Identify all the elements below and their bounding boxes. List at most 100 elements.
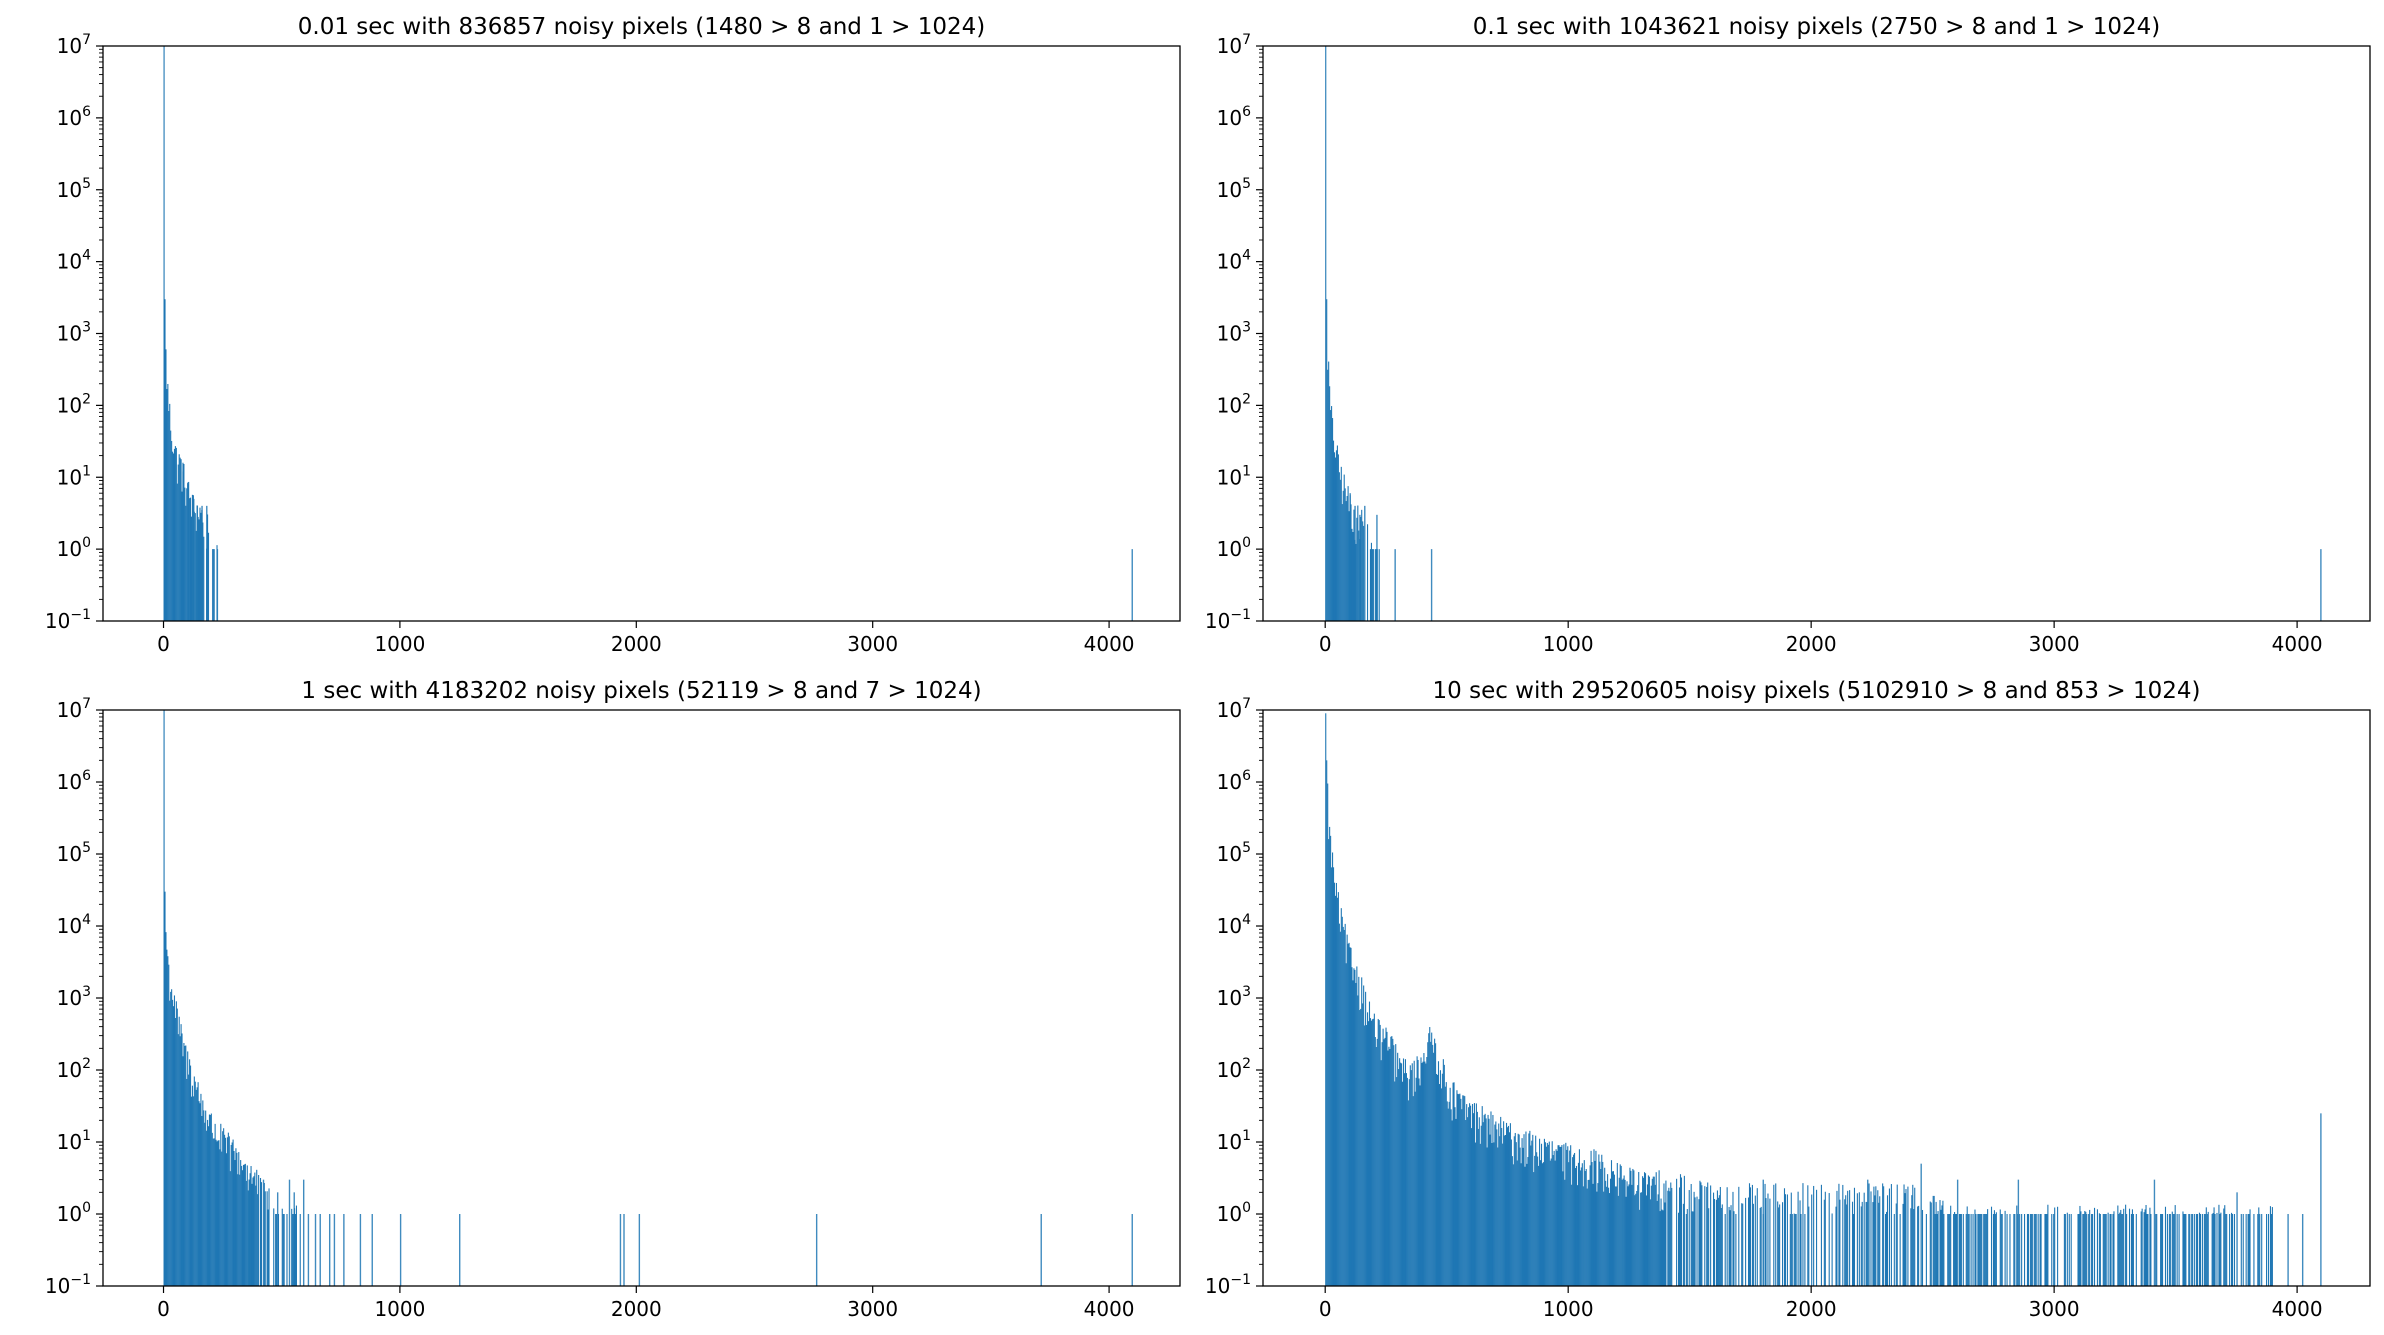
histogram-bar [1990,1206,1993,1286]
histogram-bar [1867,1179,1869,1286]
histogram-bar [1403,1073,1406,1286]
histogram-bar [2144,1209,2146,1286]
histogram-bar [1491,1142,1493,1286]
histogram-bar [1861,1201,1863,1286]
histogram-bar [1348,942,1350,1286]
histogram-bar [2096,1209,2098,1286]
histogram-bar [1885,1214,1887,1286]
histogram-bar [1688,1190,1690,1286]
histogram-bar [1747,1197,1750,1286]
histogram-bar [2088,1214,2090,1286]
histogram-bar [1947,1214,1949,1286]
histogram-bar [1877,1190,1879,1286]
histogram-bar [182,1056,184,1286]
histogram-bar [1409,1065,1411,1286]
histogram-bar [1332,852,1334,1286]
y-tick-label: 10−1 [45,1272,91,1298]
histogram-bar [256,1169,258,1286]
histogram-bar [1668,1187,1670,1286]
histogram-bar [1839,1199,1841,1286]
histogram-bar [1455,1118,1457,1286]
histogram-bar [188,1074,190,1286]
histogram-bar [186,488,188,621]
histogram-bar [1522,1147,1524,1286]
histogram-bar [1442,1059,1444,1286]
histogram-bar [2084,1210,2086,1286]
histogram-bar [1580,1167,1582,1286]
histogram-bar [1361,509,1363,621]
histogram-bar [1369,1018,1372,1286]
histogram-bar [2091,1214,2093,1286]
histogram-bar [1918,1205,1920,1286]
histogram-bar [1838,1183,1840,1286]
histogram-bar [258,1174,260,1286]
histogram-bar [2204,1214,2206,1286]
histogram-bar [1367,1021,1370,1286]
histogram-bar [2269,1206,2271,1286]
histogram-bar [172,999,174,1286]
x-tick-label: 4000 [2272,1297,2323,1321]
histogram-bar [2271,1207,2273,1286]
histogram-bar [2226,1214,2228,1286]
histogram-bar [1828,1193,1830,1286]
histogram-bar [1999,1209,2001,1286]
histogram-bar [1330,410,1332,621]
histogram-bar [1546,1142,1548,1286]
histogram-bar [187,1051,189,1286]
histogram-bar [211,1132,213,1286]
histogram-bars [1325,713,2322,1286]
x-tick-label: 3000 [2029,1297,2080,1321]
histogram-bar [1381,1042,1383,1286]
histogram-bar [1811,1194,1813,1286]
histogram-bar [1369,549,1372,622]
histogram-bar [1422,1061,1424,1286]
histogram-bar [1437,1061,1440,1286]
histogram-bar [1370,1020,1372,1286]
histogram-bar [1566,1149,1568,1286]
histogram-bar [1686,1209,1688,1286]
histogram-bar [266,1191,268,1286]
histogram-bar [2267,1214,2270,1286]
y-tick-label: 103 [57,320,91,346]
histogram-bar [2092,1214,2094,1286]
histogram-bar [2320,1113,2322,1286]
histogram-bar [169,1000,171,1286]
histogram-bar [1934,1214,1936,1286]
histogram-bar [172,1006,175,1286]
histogram-bar [199,507,201,621]
histogram-bar [1384,1037,1386,1286]
histogram-bar [307,1214,310,1286]
histogram-bar [1987,1209,1989,1286]
histogram-bar [2057,1206,2059,1286]
histogram-bar [1460,1098,1462,1286]
histogram-bar [1466,1104,1468,1286]
histogram-bar [1970,1214,1972,1286]
histogram-bar [1886,1195,1889,1286]
histogram-bar [1745,1197,1747,1286]
histogram-bar [183,1042,185,1286]
histogram-bar [167,956,169,1286]
histogram-bar [2070,1214,2072,1286]
histogram-bar [2098,1213,2100,1286]
histogram-bar [1436,1074,1439,1286]
histogram-bar [1874,1195,1876,1286]
histogram-bar [1893,1214,1895,1286]
histogram-bar [2168,1214,2170,1286]
histogram-bar [189,1059,191,1286]
histogram-bar [2211,1214,2213,1286]
histogram-bar [1462,1095,1464,1286]
histogram-bar [293,1192,295,1286]
histogram-bar [2077,1214,2079,1286]
histogram-bar [1824,1191,1826,1286]
histogram-bar [1395,1044,1397,1286]
histogram-bar [1464,1096,1466,1286]
histogram-bar [1561,1145,1563,1286]
histogram-bar [1040,1214,1042,1286]
histogram-bar [1631,1184,1633,1286]
histogram-bar [1729,1210,1731,1286]
histogram-bar [1609,1178,1612,1286]
histogram-bar [1352,980,1354,1286]
histogram-bar [170,430,172,621]
histogram-bar [1873,1186,1875,1286]
histogram-bar [1852,1214,1855,1286]
